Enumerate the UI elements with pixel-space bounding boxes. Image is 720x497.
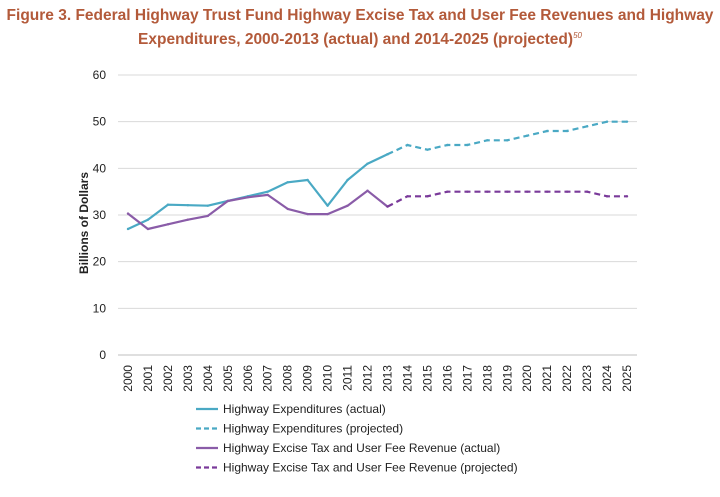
data-point [625,120,629,123]
x-tick-label: 2025 [620,365,634,392]
x-tick-label: 2003 [181,365,195,392]
y-tick-label: 40 [93,161,107,175]
chart-title: Figure 3. Federal Highway Trust Fund Hig… [0,6,720,50]
data-point [605,120,609,123]
data-point [366,162,369,165]
x-tick-label: 2022 [560,365,574,392]
x-tick-label: 2015 [420,365,434,392]
legend-label: Highway Excise Tax and User Fee Revenue … [223,441,500,455]
data-point [426,195,429,198]
data-point [206,204,210,207]
data-point [486,190,489,193]
data-point [486,139,489,142]
x-tick-label: 2009 [301,365,315,392]
series-line-2 [387,120,627,156]
x-tick-label: 2004 [201,365,215,392]
data-point [186,204,190,207]
data-point [186,218,190,221]
data-point [166,223,170,226]
data-point [446,143,449,147]
data-point [585,125,589,128]
data-point [585,190,589,193]
x-tick-label: 2011 [341,365,355,391]
x-tick-label: 2000 [121,365,135,392]
series-line-4 [386,190,627,208]
data-point [286,207,289,211]
x-tick-label: 2005 [221,365,235,392]
x-tick-label: 2021 [540,365,554,392]
x-tick-label: 2019 [500,365,514,392]
x-tick-label: 2017 [460,365,474,392]
data-point [466,190,469,193]
data-point [366,189,369,192]
x-tick-label: 2007 [261,365,275,392]
x-tick-label: 2024 [600,365,614,392]
data-point [506,139,509,142]
x-tick-label: 2001 [141,365,155,392]
y-tick-label: 50 [93,115,107,129]
y-tick-label: 0 [99,348,106,362]
data-point [506,190,509,193]
x-tick-label: 2018 [480,365,494,392]
data-point [166,203,170,206]
data-point [326,212,329,216]
data-point [605,195,609,198]
x-tick-label: 2016 [440,365,454,392]
data-point [526,190,529,193]
data-point [346,178,349,182]
series-line-1 [127,153,388,230]
data-point [126,227,130,231]
y-tick-label: 60 [93,68,107,82]
data-point [266,193,269,197]
y-tick-label: 10 [93,301,107,315]
x-tick-label: 2006 [241,365,255,392]
data-point [206,214,210,218]
data-point [306,212,309,216]
legend-label: Highway Excise Tax and User Fee Revenue … [223,461,518,475]
data-point [625,195,629,198]
data-point [226,199,229,203]
data-point [565,190,569,193]
series-line-3 [127,189,389,231]
x-tick-label: 2010 [321,365,335,392]
legend-label: Highway Expenditures (actual) [223,402,386,416]
x-tick-label: 2012 [361,365,375,392]
data-point [406,195,409,198]
x-tick-label: 2013 [380,365,394,392]
legend-label: Highway Expenditures (projected) [223,422,403,436]
data-point [406,143,409,147]
data-point [446,190,449,193]
x-tick-label: 2023 [580,365,594,392]
y-axis-label: Billions of Dollars [77,172,91,274]
x-tick-label: 2002 [161,365,175,392]
data-point [326,204,329,207]
data-point [306,178,309,182]
data-point [246,196,249,199]
data-point [346,204,349,207]
data-point [286,181,289,184]
x-tick-label: 2014 [400,365,414,392]
data-point [146,227,150,231]
data-point [526,134,529,137]
data-point [126,212,130,215]
title-footnote: 50 [573,31,582,40]
x-tick-label: 2020 [520,365,534,392]
data-point [545,129,549,133]
y-tick-label: 20 [93,255,107,269]
y-tick-label: 30 [93,208,107,222]
data-point [146,218,150,221]
data-point [565,129,569,133]
data-point [545,190,549,193]
chart-title-line2: Expenditures, 2000-2013 (actual) and 201… [138,31,574,49]
x-tick-label: 2008 [281,365,295,392]
data-point [466,143,469,147]
chart-title-line1: Figure 3. Federal Highway Trust Fund Hig… [6,7,714,24]
data-point [386,205,389,208]
data-point [426,148,429,151]
data-point [266,190,269,193]
data-point [386,153,389,156]
